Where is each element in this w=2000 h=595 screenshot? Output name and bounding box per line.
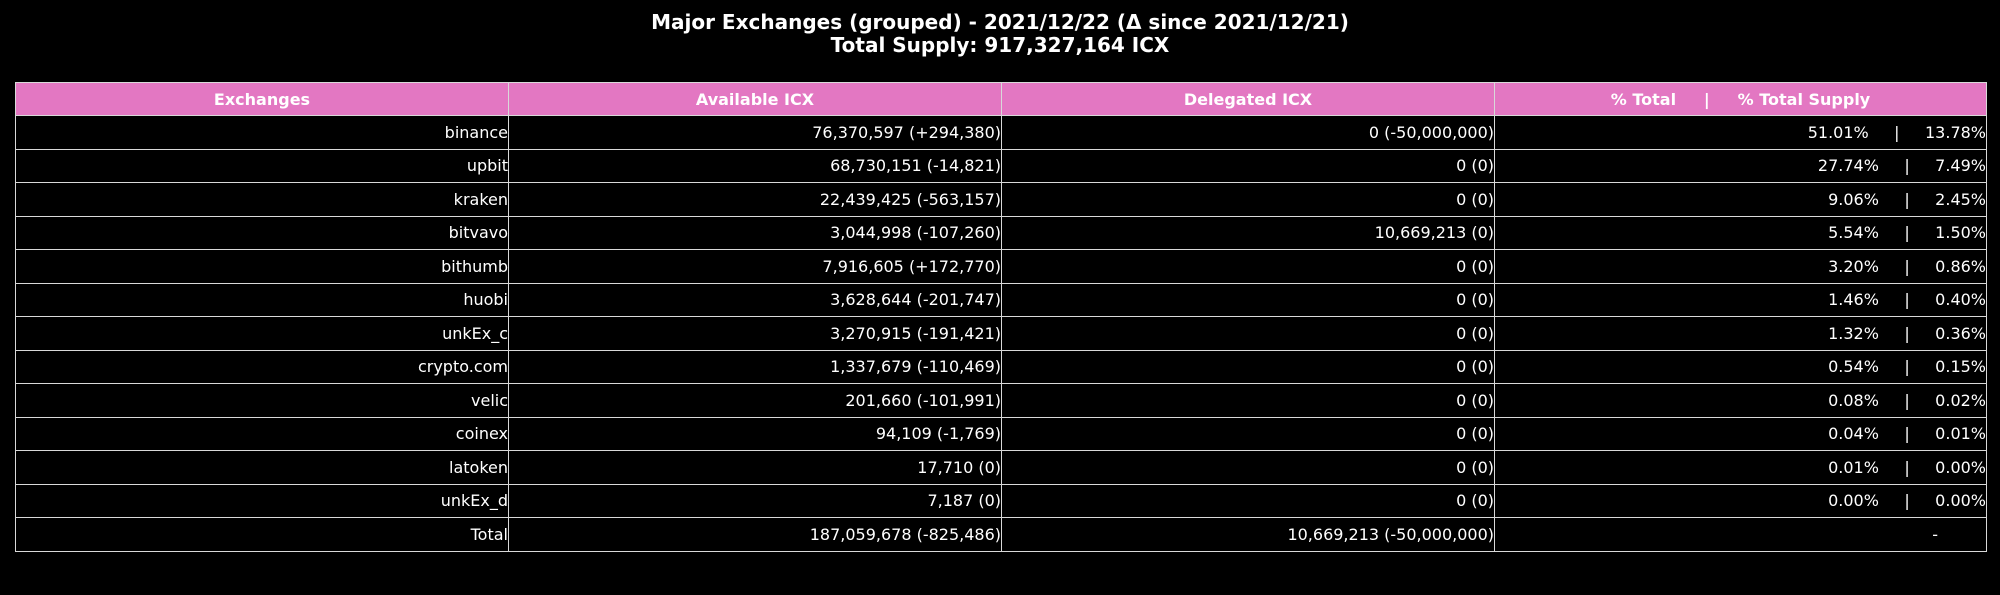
chart-subtitle: Total Supply: 917,327,164 ICX xyxy=(830,33,1170,57)
available-icx-cell: 1,337,679 (-110,469) xyxy=(508,349,1002,384)
exchange-name-cell: upbit xyxy=(15,148,509,183)
delegated-icx-cell: 0 (0) xyxy=(1001,182,1495,217)
percent-total-cell: 3.20% | 0.86% xyxy=(1494,249,1987,284)
percent-total-cell: 0.00% | 0.00% xyxy=(1494,483,1987,518)
available-icx-cell: 94,109 (-1,769) xyxy=(508,416,1002,451)
available-icx-cell: 3,628,644 (-201,747) xyxy=(508,282,1002,317)
table-row: bithumb 7,916,605 (+172,770) 0 (0) 3.20% | … xyxy=(15,249,1987,284)
delegated-icx-cell: 0 (0) xyxy=(1001,383,1495,418)
exchange-name-cell: velic xyxy=(15,383,509,418)
percent-total-cell: 5.54% | 1.50% xyxy=(1494,215,1987,250)
table-row: bitvavo 3,044,998 (-107,260) 10,669,213 (0… xyxy=(15,215,1987,250)
chart-title: Major Exchanges (grouped) - 2021/12/22 (… xyxy=(651,10,1349,34)
percent-total-cell: 27.74% | 7.49% xyxy=(1494,148,1987,183)
table-body: binance 76,370,597 (+294,380) 0 (-50,000,0… xyxy=(15,115,1987,552)
delegated-icx-cell: 0 (0) xyxy=(1001,316,1495,351)
column-header-available-icx: Available ICX xyxy=(508,82,1002,116)
delegated-icx-cell: 0 (-50,000,000) xyxy=(1001,115,1495,150)
percent-total-cell: 51.01% | 13.78% xyxy=(1494,115,1987,150)
exchange-name-cell: huobi xyxy=(15,282,509,317)
available-icx-cell: 7,916,605 (+172,770) xyxy=(508,249,1002,284)
available-icx-cell: 68,730,151 (-14,821) xyxy=(508,148,1002,183)
table-row: crypto.com 1,337,679 (-110,469) 0 (0) 0.54%… xyxy=(15,349,1987,384)
exchanges-table: Exchanges Available ICX Delegated ICX % … xyxy=(15,82,1987,552)
column-header-delegated-icx: Delegated ICX xyxy=(1001,82,1495,116)
exchange-name-cell: bitvavo xyxy=(15,215,509,250)
percent-total-cell: - xyxy=(1494,517,1987,552)
chart-title-block: Major Exchanges (grouped) - 2021/12/22 (… xyxy=(0,11,2000,57)
table-row: kraken 22,439,425 (-563,157) 0 (0) 9.06% | … xyxy=(15,182,1987,217)
percent-total-cell: 0.01% | 0.00% xyxy=(1494,450,1987,485)
delegated-icx-cell: 10,669,213 (0) xyxy=(1001,215,1495,250)
column-header-percent-total: % Total | % Total Supply xyxy=(1494,82,1987,116)
delegated-icx-cell: 0 (0) xyxy=(1001,249,1495,284)
available-icx-cell: 201,660 (-101,991) xyxy=(508,383,1002,418)
available-icx-cell: 22,439,425 (-563,157) xyxy=(508,182,1002,217)
delegated-icx-cell: 0 (0) xyxy=(1001,282,1495,317)
table-row: latoken 17,710 (0) 0 (0) 0.01% | 0.00% xyxy=(15,450,1987,485)
available-icx-cell: 3,044,998 (-107,260) xyxy=(508,215,1002,250)
percent-total-cell: 9.06% | 2.45% xyxy=(1494,182,1987,217)
delegated-icx-cell: 0 (0) xyxy=(1001,349,1495,384)
table-row: huobi 3,628,644 (-201,747) 0 (0) 1.46% | 0.… xyxy=(15,282,1987,317)
exchange-name-cell: kraken xyxy=(15,182,509,217)
exchange-name-cell: latoken xyxy=(15,450,509,485)
available-icx-cell: 187,059,678 (-825,486) xyxy=(508,517,1002,552)
exchange-name-cell: Total xyxy=(15,517,509,552)
column-header-exchanges: Exchanges xyxy=(15,82,509,116)
percent-total-cell: 1.46% | 0.40% xyxy=(1494,282,1987,317)
exchange-name-cell: unkEx_c xyxy=(15,316,509,351)
table-row: upbit 68,730,151 (-14,821) 0 (0) 27.74% | 7… xyxy=(15,148,1987,183)
delegated-icx-cell: 0 (0) xyxy=(1001,416,1495,451)
exchange-name-cell: binance xyxy=(15,115,509,150)
total-row: Total 187,059,678 (-825,486) 10,669,213 (-… xyxy=(15,517,1987,552)
table-row: velic 201,660 (-101,991) 0 (0) 0.08% | 0.02… xyxy=(15,383,1987,418)
exchange-name-cell: crypto.com xyxy=(15,349,509,384)
delegated-icx-cell: 0 (0) xyxy=(1001,148,1495,183)
percent-total-cell: 0.54% | 0.15% xyxy=(1494,349,1987,384)
percent-total-cell: 1.32% | 0.36% xyxy=(1494,316,1987,351)
exchange-name-cell: coinex xyxy=(15,416,509,451)
table-row: unkEx_d 7,187 (0) 0 (0) 0.00% | 0.00% xyxy=(15,483,1987,518)
available-icx-cell: 17,710 (0) xyxy=(508,450,1002,485)
available-icx-cell: 76,370,597 (+294,380) xyxy=(508,115,1002,150)
available-icx-cell: 3,270,915 (-191,421) xyxy=(508,316,1002,351)
table-header-row: Exchanges Available ICX Delegated ICX % … xyxy=(15,82,1987,116)
table-row: binance 76,370,597 (+294,380) 0 (-50,000,0… xyxy=(15,115,1987,150)
table-row: unkEx_c 3,270,915 (-191,421) 0 (0) 1.32% | … xyxy=(15,316,1987,351)
available-icx-cell: 7,187 (0) xyxy=(508,483,1002,518)
percent-total-cell: 0.04% | 0.01% xyxy=(1494,416,1987,451)
percent-total-cell: 0.08% | 0.02% xyxy=(1494,383,1987,418)
delegated-icx-cell: 10,669,213 (-50,000,000) xyxy=(1001,517,1495,552)
exchange-name-cell: bithumb xyxy=(15,249,509,284)
table-row: coinex 94,109 (-1,769) 0 (0) 0.04% | 0.01% xyxy=(15,416,1987,451)
exchange-name-cell: unkEx_d xyxy=(15,483,509,518)
delegated-icx-cell: 0 (0) xyxy=(1001,450,1495,485)
delegated-icx-cell: 0 (0) xyxy=(1001,483,1495,518)
